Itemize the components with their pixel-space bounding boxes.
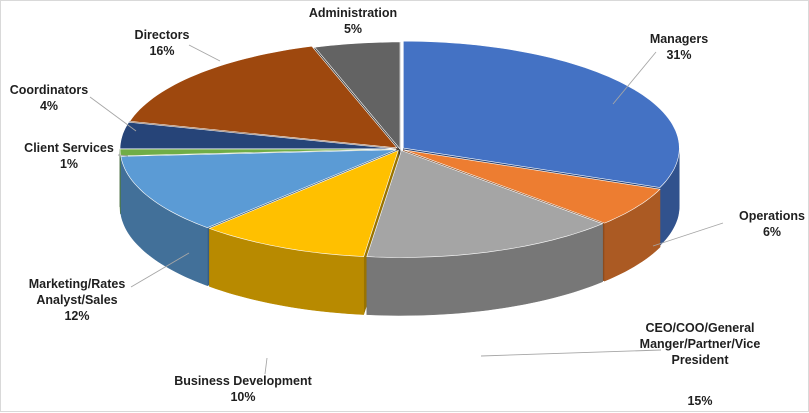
slice-managers[interactable] [403, 40, 680, 188]
slice-name-administration: Administration [309, 6, 397, 20]
slice-name-marketing-rates-analyst-sales: Marketing/Rates [29, 277, 126, 291]
slice-label-operations: Operations 6% [739, 209, 805, 239]
slice-labels: Managers 31% Operations 6% CEO/COO/General Ma… [10, 6, 805, 408]
slice-name-marketing-rates-analyst-sales: Analyst/Sales [36, 293, 117, 307]
slice-operations[interactable] [403, 149, 661, 224]
slice-label-coordinators: Coordinators 4% [10, 83, 89, 113]
slice-name-ceo-coo-general-manger-partner-vice-president: President [672, 353, 730, 367]
leader-line-ceo-coo-general-manger-partner-vice-president [480, 349, 662, 357]
slice-administration[interactable] [314, 41, 401, 150]
slice-percent-client-services: 1% [60, 157, 78, 171]
slice-label-directors: Directors 16% [135, 28, 190, 58]
leader-line-business-development [264, 357, 268, 375]
slice-percent-operations: 6% [763, 225, 781, 239]
leader-line-coordinators [89, 96, 137, 132]
leader-line-managers [612, 51, 657, 105]
slice-label-ceo-coo-general-manger-partner-vice-president: CEO/COO/General Manger/Partner/Vice Presid… [640, 321, 761, 408]
slice-percent-administration: 5% [344, 22, 362, 36]
slice-percent-managers: 31% [666, 48, 691, 62]
slice-label-managers: Managers 31% [650, 32, 708, 62]
slice-directors[interactable] [129, 45, 398, 149]
leader-line-operations [652, 222, 724, 247]
slice-percent-ceo-coo-general-manger-partner-vice-president: 15% [687, 394, 712, 408]
slice-percent-coordinators: 4% [40, 99, 58, 113]
slice-name-ceo-coo-general-manger-partner-vice-president: CEO/COO/General [645, 321, 754, 335]
leader-line-marketing-rates-analyst-sales [130, 252, 190, 288]
slice-name-client-services: Client Services [24, 141, 114, 155]
slice-label-administration: Administration 5% [309, 6, 397, 36]
slice-name-coordinators: Coordinators [10, 83, 89, 97]
slice-label-client-services: Client Services 1% [24, 141, 114, 171]
slice-name-operations: Operations [739, 209, 805, 223]
slice-label-marketing-rates-analyst-sales: Marketing/Rates Analyst/Sales 12% [29, 277, 126, 323]
slice-rim-client-services [119, 148, 121, 214]
slice-label-business-development: Business Development 10% [174, 374, 312, 404]
slice-name-business-development: Business Development [174, 374, 312, 388]
leader-line-client-services [117, 154, 129, 157]
slice-ceo-coo-general-manger-partner-vice-president[interactable] [366, 150, 604, 258]
slice-percent-marketing-rates-analyst-sales: 12% [64, 309, 89, 323]
slice-business-development[interactable] [208, 149, 399, 257]
slice-percent-directors: 16% [149, 44, 174, 58]
slice-percent-business-development: 10% [230, 390, 255, 404]
slice-marketing-rates-analyst-sales[interactable] [120, 149, 397, 229]
leader-line-directors [188, 44, 221, 62]
leader-lines [89, 44, 724, 375]
slice-name-managers: Managers [650, 32, 708, 46]
slice-name-ceo-coo-general-manger-partner-vice-president: Manger/Partner/Vice [640, 337, 761, 351]
slice-name-directors: Directors [135, 28, 190, 42]
pie-tops [119, 40, 680, 258]
